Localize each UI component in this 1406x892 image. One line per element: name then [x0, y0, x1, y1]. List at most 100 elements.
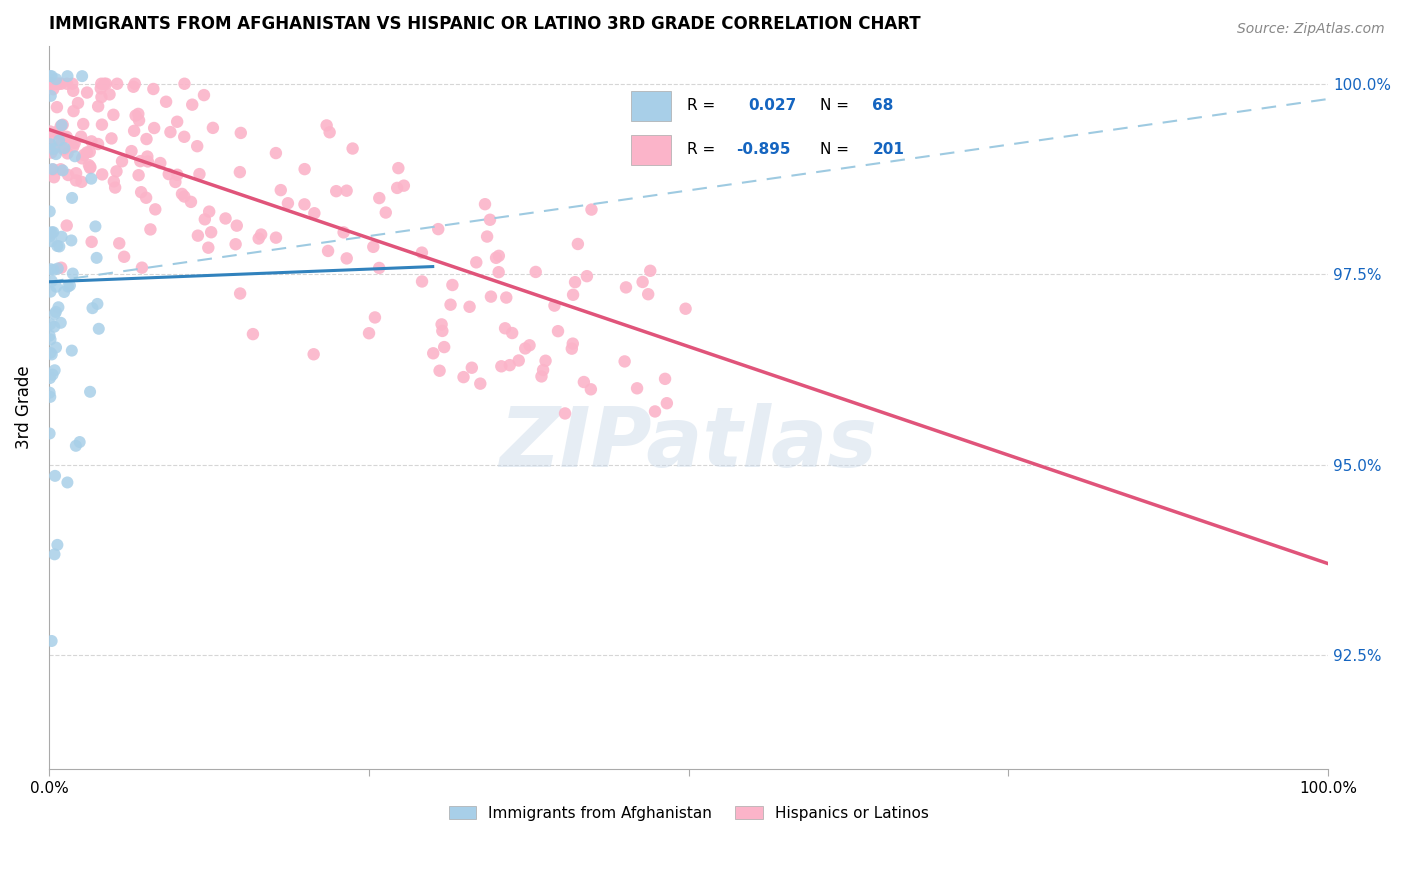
Text: ZIPatlas: ZIPatlas — [499, 403, 877, 484]
Point — [70, 152, 93, 166]
Point — [129, 154, 152, 169]
Point — [45, 341, 67, 355]
Point — [188, 167, 211, 181]
Point — [135, 132, 157, 146]
Point — [304, 206, 326, 220]
Point — [41, 634, 63, 648]
Point — [494, 321, 516, 335]
Point — [76, 86, 98, 100]
Point — [277, 196, 299, 211]
Point — [488, 265, 510, 279]
Point — [42, 162, 65, 177]
Point — [52, 163, 75, 178]
Point — [485, 251, 508, 265]
Point — [46, 261, 69, 276]
Point — [62, 139, 84, 153]
Point — [38, 385, 60, 400]
Point — [429, 364, 451, 378]
Point — [45, 279, 67, 293]
Point — [53, 131, 76, 145]
Point — [48, 300, 70, 314]
Point — [439, 298, 461, 312]
Point — [561, 342, 583, 356]
Point — [302, 347, 325, 361]
Point — [193, 88, 215, 103]
Text: 0.027: 0.027 — [748, 98, 797, 113]
Point — [79, 160, 101, 174]
Point — [229, 286, 252, 301]
Point — [614, 280, 637, 294]
Point — [105, 77, 128, 91]
Point — [46, 239, 69, 253]
Point — [79, 161, 101, 175]
Point — [181, 97, 204, 112]
Point — [93, 77, 115, 91]
Text: R =: R = — [686, 142, 714, 157]
Point — [385, 181, 408, 195]
Point — [69, 435, 91, 450]
Point — [465, 255, 488, 269]
Point — [638, 264, 661, 278]
Point — [198, 204, 221, 219]
Point — [46, 538, 69, 552]
Point — [579, 382, 602, 396]
Point — [42, 170, 65, 185]
Point — [39, 285, 62, 299]
Point — [55, 219, 77, 233]
Point — [103, 174, 125, 188]
Point — [70, 69, 93, 83]
Point — [100, 131, 122, 145]
Point — [136, 154, 159, 169]
Point — [229, 126, 252, 140]
Text: IMMIGRANTS FROM AFGHANISTAN VS HISPANIC OR LATINO 3RD GRADE CORRELATION CHART: IMMIGRANTS FROM AFGHANISTAN VS HISPANIC … — [49, 15, 921, 33]
Point — [530, 369, 553, 384]
Point — [39, 88, 62, 103]
Point — [38, 229, 60, 244]
Point — [567, 237, 589, 252]
Point — [270, 183, 292, 197]
Point — [534, 353, 557, 368]
Text: 68: 68 — [872, 98, 894, 113]
Point — [44, 319, 66, 334]
Point — [519, 338, 541, 352]
Point — [430, 318, 453, 332]
Point — [631, 275, 654, 289]
Point — [65, 439, 87, 453]
Point — [38, 226, 60, 240]
Point — [201, 120, 224, 135]
Point — [46, 77, 69, 91]
Point — [112, 250, 135, 264]
Point — [157, 167, 180, 181]
Point — [39, 234, 62, 248]
Point — [433, 340, 456, 354]
Point — [46, 124, 69, 138]
Point — [59, 278, 82, 293]
Point — [44, 307, 66, 321]
Point — [60, 234, 83, 248]
Point — [225, 237, 247, 252]
Point — [63, 136, 86, 150]
Point — [39, 129, 62, 144]
Point — [44, 547, 66, 561]
Point — [39, 390, 62, 404]
Point — [98, 87, 121, 102]
Point — [368, 191, 391, 205]
Point — [80, 171, 103, 186]
Point — [77, 158, 100, 172]
Point — [48, 239, 70, 253]
Point — [131, 260, 153, 275]
Point — [200, 225, 222, 239]
Point — [39, 77, 62, 91]
Point — [127, 107, 149, 121]
Point — [554, 406, 576, 420]
Point — [122, 79, 145, 94]
Point — [41, 225, 63, 239]
Point — [422, 346, 444, 360]
Point — [461, 360, 484, 375]
Point — [56, 475, 79, 490]
Point — [45, 100, 67, 114]
Point — [90, 81, 112, 95]
Point — [60, 77, 83, 91]
Point — [41, 162, 63, 177]
Point — [108, 236, 131, 251]
